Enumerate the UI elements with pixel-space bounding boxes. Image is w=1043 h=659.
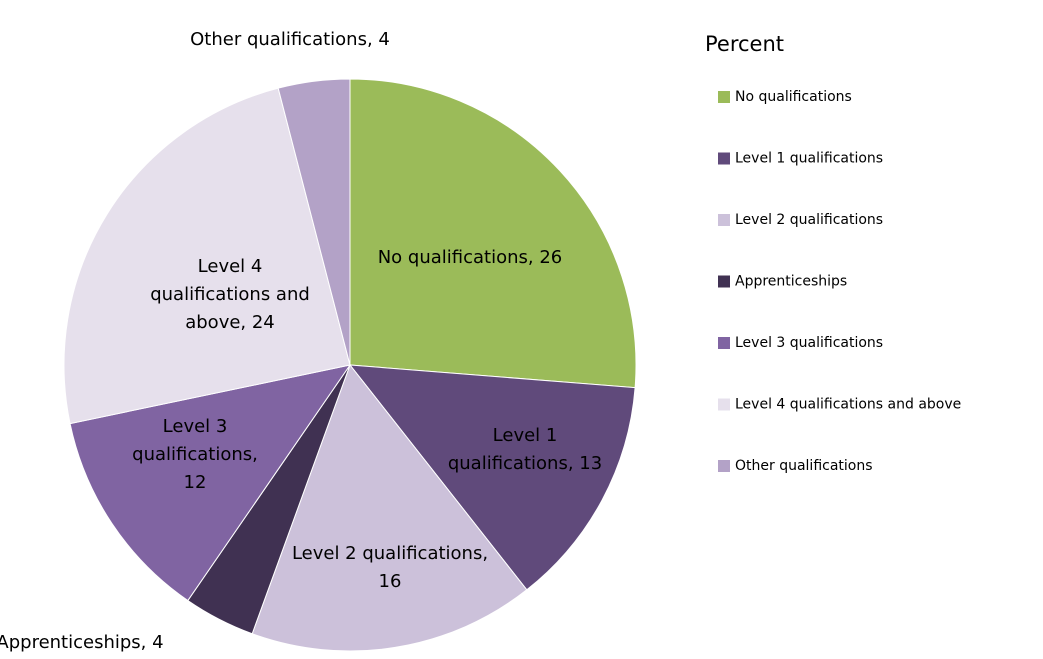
legend-swatch [718,460,730,472]
data-label: Level 1 qualifications, 13 [447,425,603,474]
legend-swatch [718,91,730,103]
data-label: No qualifications, 26 [377,247,563,268]
data-label: Other qualifications, 4 [190,29,390,50]
legend-label: No qualifications [735,89,852,105]
legend-swatch [718,275,730,288]
legend-label: Apprenticeships [735,274,847,290]
legend-label: Level 1 qualifications [735,151,883,167]
pie-slice [63,87,351,425]
pie-slice [277,78,351,366]
legend-swatch [718,214,730,226]
legend-label: Level 2 qualifications [735,212,883,228]
legend-swatch [718,398,730,411]
pie-slice [349,78,637,389]
legend-title: Percent [705,32,784,56]
legend-label: Level 3 qualifications [735,335,883,351]
pie-slice [251,363,528,652]
pie-slice [69,364,352,602]
data-label: Level 4 qualifications and above, 24 [150,256,310,333]
data-label: Level 2 qualifications, 16 [291,543,489,592]
legend-swatch [718,337,730,349]
pie-slice [348,364,636,591]
data-label: Apprenticeships, 4 [0,632,164,653]
legend-swatch [718,152,730,165]
legend-label: Other qualifications [735,458,873,474]
legend-label: Level 4 qualifications and above [735,397,961,413]
data-label: Level 3 qualifications, 12 [132,416,258,493]
